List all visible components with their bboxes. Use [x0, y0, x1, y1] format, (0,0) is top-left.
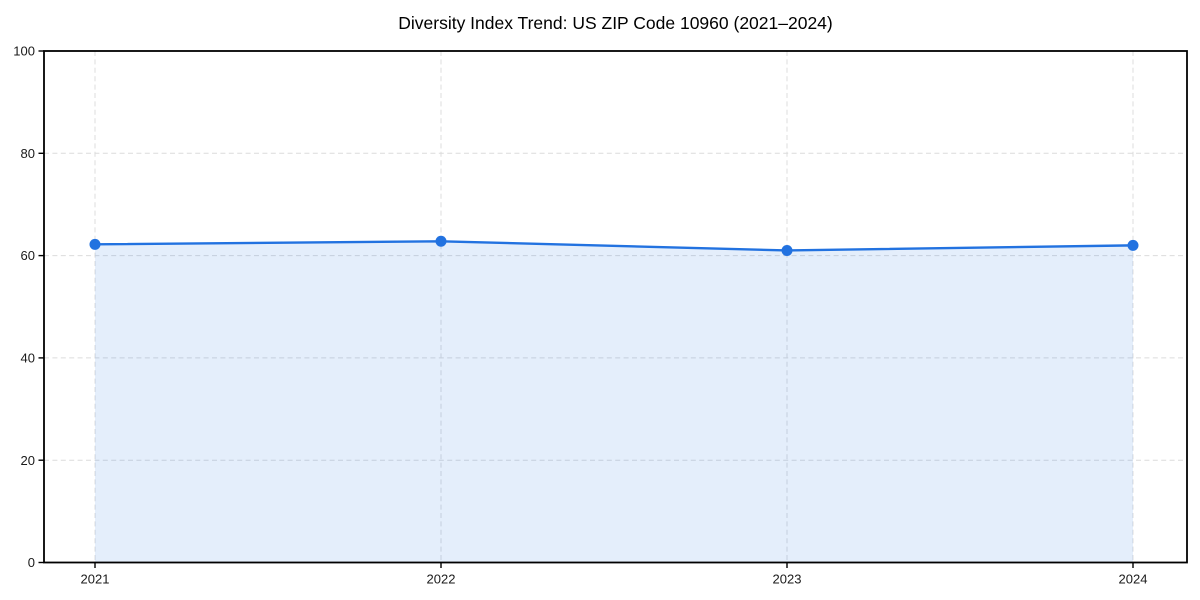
data-point-marker [435, 235, 447, 247]
data-point-marker [781, 244, 793, 256]
x-tick-label: 2022 [427, 572, 456, 587]
data-point-marker [1127, 239, 1139, 251]
area-fill [95, 241, 1133, 563]
trend-line [93, 240, 1135, 252]
data-point-marker [89, 238, 101, 250]
x-tick-label: 2023 [773, 572, 802, 587]
y-tick-label: 60 [21, 248, 35, 263]
x-tick-label: 2024 [1119, 572, 1148, 587]
chart-title: Diversity Index Trend: US ZIP Code 10960… [398, 13, 833, 33]
y-tick-label: 100 [13, 44, 35, 59]
y-tick-label: 0 [28, 555, 35, 570]
x-tick-label: 2021 [81, 572, 110, 587]
plot-border [43, 50, 1188, 564]
y-tick-label: 80 [21, 146, 35, 161]
y-tick-label: 20 [21, 453, 35, 468]
y-tick-label: 40 [21, 350, 35, 365]
